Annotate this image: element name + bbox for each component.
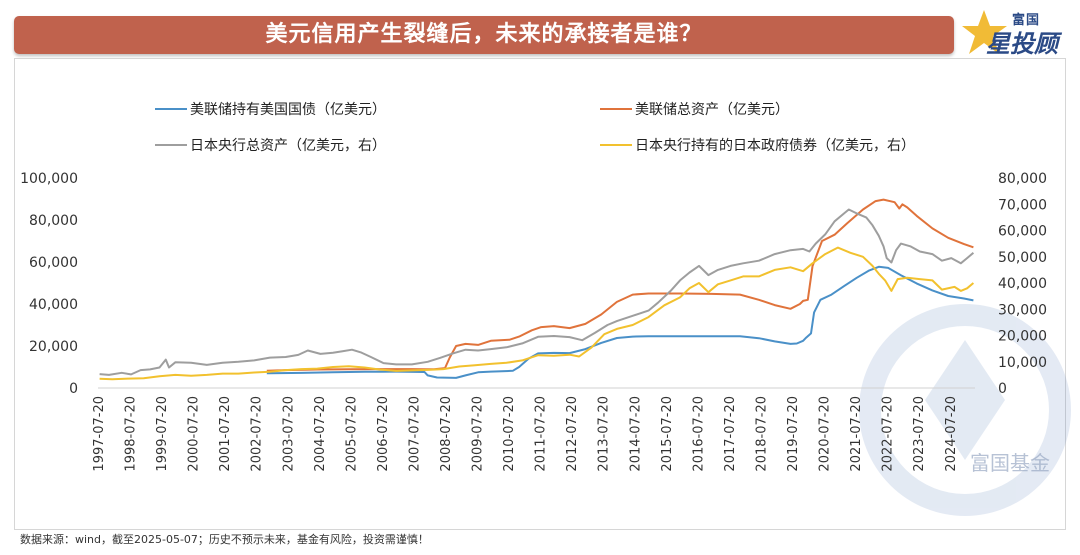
x-tick-label: 1999-07-20 xyxy=(155,396,170,472)
x-tick-label: 2009-07-20 xyxy=(471,396,486,472)
x-tick-label: 2003-07-20 xyxy=(281,396,296,472)
y-left-tick-label: 80,000 xyxy=(29,213,78,229)
chart-axes: 0 20,000 40,000 60,000 80,000 100,000 0 10,000 2… xyxy=(20,171,1047,472)
x-tick-label: 2014-07-20 xyxy=(628,396,643,472)
x-tick-label: 2002-07-20 xyxy=(250,396,265,472)
x-tick-label: 2020-07-20 xyxy=(818,396,833,472)
x-tick-label: 2015-07-20 xyxy=(660,396,675,472)
watermark xyxy=(859,304,1071,516)
x-tick-label: 2006-07-20 xyxy=(376,396,391,472)
x-tick-label: 2013-07-20 xyxy=(597,396,612,472)
x-tick-label: 2010-07-20 xyxy=(502,396,517,472)
watermark-text: 富国基金 xyxy=(970,451,1050,475)
legend-label: 日本央行持有的日本政府债券（亿美元，右） xyxy=(635,138,915,154)
x-tick-label: 1997-07-20 xyxy=(92,396,107,472)
y-right-tick-label: 80,000 xyxy=(998,171,1047,187)
legend-label: 日本央行总资产（亿美元，右） xyxy=(190,138,386,154)
series-line xyxy=(266,265,974,379)
y-right-tick-label: 40,000 xyxy=(998,276,1047,292)
x-tick-label: 2000-07-20 xyxy=(187,396,202,472)
x-tick-label: 2024-07-20 xyxy=(944,396,959,472)
y-left-tick-label: 60,000 xyxy=(29,255,78,271)
x-tick-label: 2012-07-20 xyxy=(565,396,580,472)
x-tick-label: 2001-07-20 xyxy=(218,396,233,472)
title-banner: 美元信用产生裂缝后，未来的承接者是谁？ xyxy=(14,16,954,54)
line-chart: 富国基金 美联储持有美国国债（亿美元） 美联储总资产（亿美元） 日本央行总资产（亿美… xyxy=(20,102,1071,516)
logo-text-bottom: 星投顾 xyxy=(986,30,1058,58)
series-line xyxy=(99,246,975,381)
y-right-tick-label: 0 xyxy=(998,381,1007,397)
page-title: 美元信用产生裂缝后，未来的承接者是谁？ xyxy=(265,22,703,47)
y-left-tick-label: 20,000 xyxy=(29,339,78,355)
star-logo-icon xyxy=(962,10,1007,54)
logo-text-top: 富国 xyxy=(1012,13,1041,28)
y-right-tick-label: 20,000 xyxy=(998,329,1047,345)
x-tick-label: 2004-07-20 xyxy=(313,396,328,472)
series-line xyxy=(266,198,974,372)
x-tick-label: 2017-07-20 xyxy=(723,396,738,472)
source-footnote: 数据来源：wind，截至2025-05-07；历史不预示未来，基金有风险，投资需… xyxy=(20,533,429,546)
x-tick-label: 2023-07-20 xyxy=(912,396,927,472)
y-left-tick-label: 100,000 xyxy=(20,171,78,187)
x-tick-label: 2008-07-20 xyxy=(439,396,454,472)
y-right-tick-label: 30,000 xyxy=(998,302,1047,318)
x-tick-label: 2022-07-20 xyxy=(881,396,896,472)
y-left-tick-label: 0 xyxy=(69,381,78,397)
y-right-tick-label: 10,000 xyxy=(998,355,1047,371)
x-tick-label: 2007-07-20 xyxy=(407,396,422,472)
x-tick-label: 1998-07-20 xyxy=(124,396,139,472)
y-left-tick-label: 40,000 xyxy=(29,297,78,313)
chart-panel xyxy=(14,58,1066,530)
y-right-tick-label: 50,000 xyxy=(998,250,1047,266)
legend-label: 美联储持有美国国债（亿美元） xyxy=(190,102,386,118)
x-tick-label: 2018-07-20 xyxy=(754,396,769,472)
y-right-tick-label: 60,000 xyxy=(998,224,1047,240)
chart-series xyxy=(99,198,975,381)
x-tick-label: 2011-07-20 xyxy=(534,396,549,472)
series-line xyxy=(99,208,975,376)
x-tick-label: 2019-07-20 xyxy=(786,396,801,472)
y-right-tick-label: 70,000 xyxy=(998,197,1047,213)
legend-label: 美联储总资产（亿美元） xyxy=(635,102,789,118)
x-tick-label: 2021-07-20 xyxy=(849,396,864,472)
x-tick-label: 2016-07-20 xyxy=(691,396,706,472)
chart-legend: 美联储持有美国国债（亿美元） 美联储总资产（亿美元） 日本央行总资产（亿美元，右） 日… xyxy=(155,102,915,154)
logo xyxy=(962,8,1074,58)
x-tick-label: 2005-07-20 xyxy=(344,396,359,472)
